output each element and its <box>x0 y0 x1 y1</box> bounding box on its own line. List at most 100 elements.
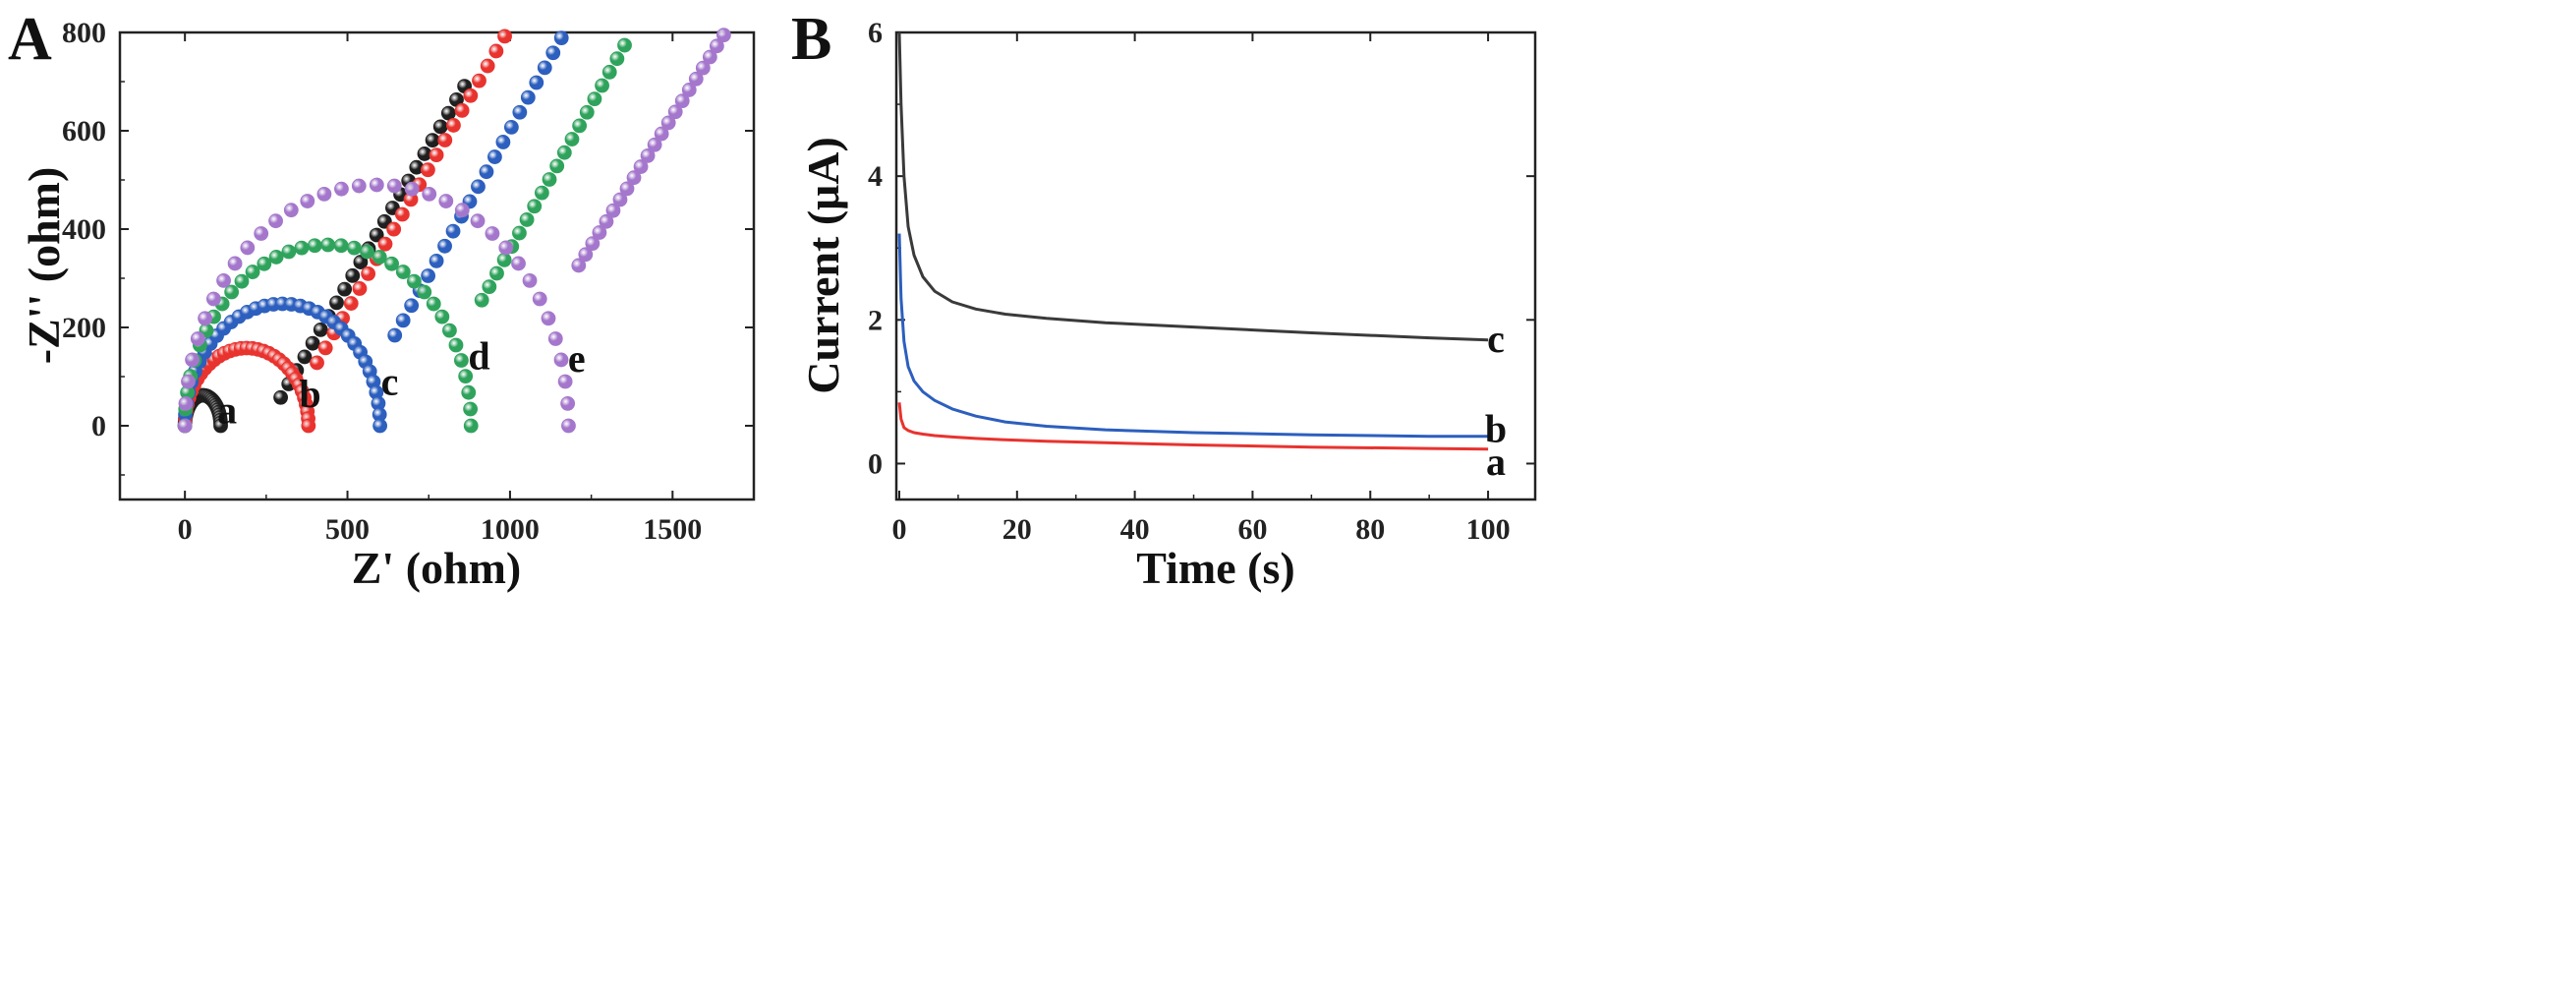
point-series-e <box>386 178 402 194</box>
point-series-c <box>471 179 486 195</box>
point-series-d <box>347 240 362 256</box>
point-series-b <box>343 296 359 311</box>
point-series-c <box>395 313 411 328</box>
y-tick-label-b: 6 <box>868 17 883 49</box>
point-series-b <box>497 29 512 44</box>
point-series-e <box>695 60 711 76</box>
point-series-a <box>329 295 344 311</box>
point-series-b <box>437 133 453 147</box>
point-series-e <box>227 256 243 271</box>
y-tick-label-b: 0 <box>868 447 883 480</box>
line-series-c <box>897 31 1489 342</box>
curve-label-c: c <box>381 360 399 404</box>
point-series-d <box>556 145 572 160</box>
point-series-d <box>458 369 474 384</box>
x-tick-label-b: 0 <box>891 513 906 546</box>
y-tick-label-a: 800 <box>62 17 106 49</box>
x-axis-title-a: Z' (ohm) <box>352 543 522 593</box>
point-series-e <box>404 181 420 197</box>
point-series-e <box>578 247 594 263</box>
line-series-b <box>897 233 1489 439</box>
point-series-c <box>404 298 420 314</box>
point-series-e <box>181 374 196 389</box>
point-series-d <box>372 250 387 265</box>
point-series-e <box>560 395 576 411</box>
point-series-d <box>461 384 477 400</box>
point-series-c <box>429 254 444 268</box>
point-series-e <box>709 38 724 54</box>
point-series-d <box>579 104 595 120</box>
point-series-d <box>519 212 535 227</box>
point-series-c <box>487 149 502 164</box>
point-series-c <box>529 75 544 90</box>
point-series-d <box>426 296 441 312</box>
curve-labels-a: a b c d e <box>217 334 585 433</box>
point-series-d <box>542 172 557 187</box>
point-series-c <box>445 223 461 239</box>
point-series-e <box>532 291 547 307</box>
line-series-a <box>897 402 1489 451</box>
point-series-e <box>498 240 514 256</box>
point-series-d <box>320 237 336 253</box>
x-tick-label-a: 500 <box>325 513 370 546</box>
point-series-d <box>224 284 240 300</box>
x-tick-label-a: 0 <box>178 513 193 546</box>
point-series-e <box>640 147 656 163</box>
point-series-e <box>571 258 587 273</box>
point-series-e <box>268 213 283 229</box>
point-series-d <box>454 353 469 368</box>
point-series-c <box>545 45 561 61</box>
point-series-b <box>421 162 435 178</box>
y-axis-title-b: Current (μA) <box>798 137 848 394</box>
point-series-e <box>511 256 526 271</box>
point-series-c <box>437 238 452 254</box>
point-series-e <box>240 240 256 256</box>
point-series-d <box>512 225 527 241</box>
x-tick-label-b: 100 <box>1466 513 1511 546</box>
point-series-e <box>254 226 269 241</box>
point-series-e <box>178 395 194 411</box>
y-tick-label-b: 2 <box>868 304 883 336</box>
point-series-a <box>369 227 384 243</box>
point-series-c <box>387 327 403 343</box>
point-series-c <box>537 60 552 76</box>
point-series-a <box>432 119 448 135</box>
point-series-e <box>660 115 676 131</box>
point-series-a <box>305 335 320 351</box>
point-series-e <box>300 194 315 208</box>
x-tick-label-b: 60 <box>1237 513 1267 546</box>
tick-group-b: 0 20 40 60 80 100 0 2 4 6 <box>868 17 1535 546</box>
point-series-d <box>609 51 625 67</box>
point-series-e <box>667 104 683 120</box>
point-series-c <box>520 89 536 105</box>
panel-a: A 0 500 1000 1500 0 200 400 600 800 a b c d e Z' (oh… <box>8 6 756 593</box>
x-tick-label-b: 40 <box>1120 513 1150 546</box>
curve-labels-b: c ba <box>1485 317 1507 484</box>
point-series-e <box>185 352 200 368</box>
point-series-d <box>572 118 588 134</box>
point-series-b <box>429 147 444 163</box>
curve-label-a: a <box>217 388 237 433</box>
point-series-c <box>503 119 519 135</box>
point-series-d <box>482 279 497 295</box>
point-series-a <box>297 349 313 365</box>
point-series-d <box>463 418 479 434</box>
y-tick-label-a: 600 <box>62 115 106 147</box>
point-series-e <box>369 177 384 193</box>
point-series-e <box>681 83 697 97</box>
y-tick-label-a: 200 <box>62 312 106 344</box>
point-series-b <box>488 43 504 59</box>
point-series-c <box>553 30 569 46</box>
point-series-e <box>438 194 454 208</box>
point-series-d <box>406 273 422 289</box>
point-series-e <box>470 213 486 229</box>
point-series-d <box>564 132 580 147</box>
point-series-d <box>245 265 260 279</box>
x-tick-label-b: 80 <box>1355 513 1385 546</box>
point-series-d <box>281 244 297 260</box>
point-series-e <box>334 181 349 197</box>
point-series-b <box>446 118 461 133</box>
point-series-d <box>257 256 272 271</box>
point-series-d <box>527 199 543 214</box>
point-series-e <box>647 137 662 152</box>
